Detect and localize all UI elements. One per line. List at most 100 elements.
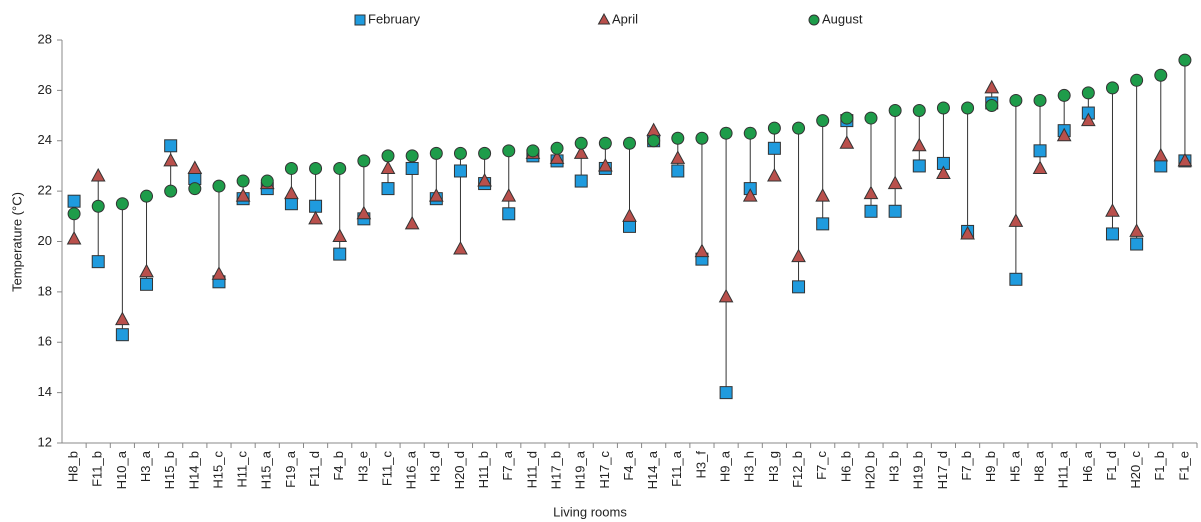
x-tick-label: F1_e (1176, 451, 1191, 481)
triangle-marker (1129, 223, 1144, 237)
triangle-marker (791, 248, 806, 263)
triangle-marker (1008, 213, 1024, 227)
circle-marker (647, 134, 661, 148)
x-tick-label: H15_a (259, 450, 274, 489)
triangle-marker (598, 157, 613, 172)
y-tick-label: 22 (38, 183, 52, 198)
x-tick-label: H3_a (138, 450, 153, 482)
x-tick-label: F19_a (283, 450, 298, 488)
x-tick-label: H19_a (573, 450, 588, 489)
x-tick-label: H8_b (66, 451, 81, 482)
x-tick-label: H20_b (862, 451, 877, 489)
circle-marker (453, 146, 467, 160)
triangle-marker (936, 165, 951, 179)
circle-marker (936, 101, 950, 115)
x-tick-label: F11_a (669, 450, 684, 487)
circle-marker (212, 179, 226, 193)
x-tick-label: H3_g (766, 451, 781, 482)
circle-marker (333, 161, 347, 175)
circle-marker (164, 184, 178, 198)
square-marker (792, 280, 806, 294)
square-marker (1154, 159, 1168, 173)
triangle-marker (308, 210, 323, 225)
y-tick-label: 18 (38, 283, 52, 298)
circle-marker (140, 189, 154, 203)
square-marker (284, 197, 298, 211)
x-tick-label: H10_a (114, 450, 129, 489)
x-tick-label: F4_a (621, 450, 636, 480)
triangle-marker (477, 173, 492, 187)
y-tick-label: 26 (38, 82, 52, 97)
square-marker (1009, 272, 1023, 286)
triangle-marker (211, 266, 227, 280)
circle-marker (1178, 53, 1192, 67)
x-tick-label: H3_f (693, 451, 708, 479)
x-tick-label: F1_d (1104, 451, 1119, 481)
circle-marker (526, 144, 540, 158)
square-marker (671, 164, 685, 178)
circle-marker (550, 141, 564, 155)
circle-marker (188, 182, 202, 196)
circle-marker (840, 111, 854, 125)
circle-marker (405, 149, 419, 163)
y-tick-label: 16 (38, 334, 52, 349)
square-marker (309, 199, 323, 213)
circle-marker (381, 149, 395, 163)
circle-marker (502, 144, 516, 158)
circle-marker (1154, 68, 1168, 82)
x-tick-label: H11_c (235, 451, 250, 488)
circle-marker (719, 126, 733, 140)
triangle-marker (694, 243, 710, 258)
x-tick-label: H11_a (1056, 450, 1071, 488)
x-tick-label: H11_d (524, 451, 539, 488)
x-tick-label: H3_e (355, 451, 370, 482)
circle-marker (623, 136, 636, 150)
triangle-marker (187, 160, 203, 174)
x-tick-label: H3_d (428, 451, 443, 482)
x-tick-label: H9_a (718, 450, 733, 482)
triangle-marker (960, 225, 975, 240)
square-marker (453, 164, 467, 178)
triangle-marker (332, 228, 348, 242)
triangle-marker (742, 188, 758, 202)
x-tick-label: H17_d (935, 451, 950, 489)
square-marker (912, 159, 926, 173)
triangle-marker (984, 79, 1000, 94)
circle-marker (478, 146, 492, 160)
x-tick-label: H6_b (838, 451, 853, 482)
triangle-marker (115, 311, 130, 326)
circle-marker (260, 174, 274, 188)
triangle-marker (839, 135, 855, 149)
x-tick-label: F12_b (790, 451, 805, 488)
square-marker (719, 386, 733, 400)
triangle-marker (1177, 152, 1193, 167)
x-tick-label: H5_a (1007, 450, 1022, 482)
legend-marker (597, 12, 611, 25)
triangle-marker (453, 241, 468, 255)
circle-marker (115, 197, 129, 211)
triangle-marker (863, 185, 879, 200)
square-marker (1130, 237, 1144, 251)
circle-marker (284, 161, 298, 175)
circle-marker (429, 146, 443, 160)
x-tick-label: F7_c (814, 451, 829, 480)
square-marker (91, 255, 105, 269)
legend-label: February (368, 11, 421, 26)
square-marker (333, 247, 347, 261)
circle-marker (67, 207, 81, 221)
square-marker (115, 328, 129, 342)
x-tick-label: H11_b (476, 451, 491, 488)
square-marker (864, 204, 878, 218)
x-tick-label: H16_a (404, 450, 419, 489)
x-tick-label: H14_a (645, 450, 660, 489)
x-tick-label: H19_b (911, 451, 926, 489)
x-axis-title: Living rooms (553, 504, 627, 519)
circle-marker (309, 161, 323, 175)
circle-marker (961, 101, 975, 115)
y-tick-label: 24 (38, 132, 52, 147)
square-marker (67, 194, 81, 208)
circle-marker (792, 121, 806, 135)
square-marker (381, 182, 395, 196)
triangle-marker (767, 167, 782, 182)
legend-marker (354, 14, 366, 26)
